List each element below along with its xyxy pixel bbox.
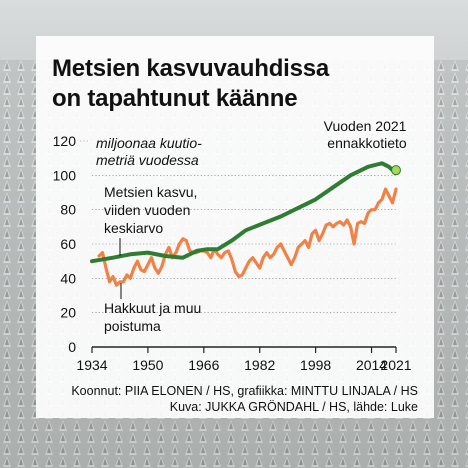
credits-line-1: Koonnut: PIIA ELONEN / HS, grafiikka: MI…: [71, 384, 418, 398]
growth-label-line-3: keskiarvo: [104, 220, 163, 236]
x-tick-label: 2021: [380, 357, 411, 373]
y-tick-label: 60: [60, 236, 76, 252]
x-tick-label: 1966: [188, 357, 219, 373]
title-line-1: Metsien kasvuvauhdissa: [52, 55, 330, 82]
growth-label-line-2: viiden vuoden: [104, 202, 190, 218]
chart-panel: [36, 36, 434, 418]
y-unit-line-2: metriä vuodessa: [96, 152, 199, 168]
series-lines: [90, 161, 398, 287]
y-tick-label: 20: [60, 305, 76, 321]
x-tick-label: 2014: [356, 357, 387, 373]
growth-label-line-1: Metsien kasvu,: [104, 184, 197, 200]
forecast-marker: [391, 165, 401, 176]
y-tick-label: 0: [68, 339, 76, 355]
grid-lines: [80, 140, 396, 348]
x-tick-label: 1934: [76, 357, 107, 373]
chart-title: Metsien kasvuvauhdissa on tapahtunut kää…: [52, 54, 329, 114]
harvest-label-line-2: poistuma: [104, 318, 161, 334]
x-tick-label: 1950: [132, 357, 163, 373]
credits-line-2: Kuva: JUKKA GRÖNDAHL / HS, lähde: Luke: [169, 400, 418, 414]
y-unit-line-1: miljoonaa kuutio-: [96, 135, 202, 151]
y-axis-unit-label: miljoonaa kuutio- metriä vuodessa: [96, 135, 206, 168]
y-tick-label: 40: [60, 270, 76, 286]
y-tick-label: 100: [53, 167, 77, 183]
harvest-series-label: Hakkuut ja muu poistuma: [104, 300, 205, 334]
growth-series-label: Metsien kasvu, viiden vuoden keskiarvo: [104, 184, 201, 236]
y-tick-label: 120: [53, 133, 77, 149]
y-tick-label: 80: [60, 202, 76, 218]
forecast-annotation: Vuoden 2021 ennakkotieto: [324, 118, 411, 151]
harvest-label-line-1: Hakkuut ja muu: [104, 300, 201, 316]
forecast-line-1: Vuoden 2021: [324, 118, 407, 134]
harvest-series-line: [97, 187, 398, 287]
growth-series-line: [90, 161, 395, 264]
title-line-2: on tapahtunut käänne: [52, 85, 298, 112]
forecast-line-2: ennakkotieto: [327, 135, 407, 151]
x-tick-label: 1982: [244, 357, 275, 373]
y-tick-labels: 0 20 40 60 80 100 120: [53, 133, 77, 355]
x-tick-label: 1998: [300, 357, 331, 373]
